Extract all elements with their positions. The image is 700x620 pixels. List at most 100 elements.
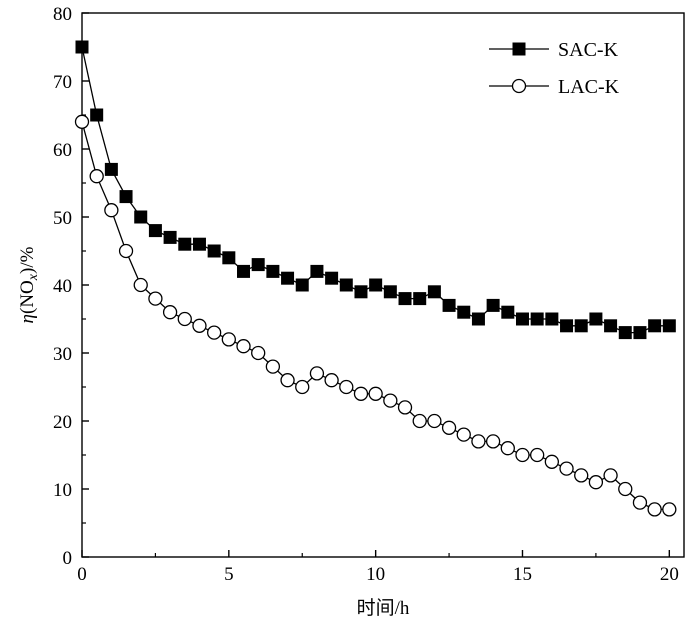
data-point-lac-k [324, 373, 339, 388]
data-point-lac-k [500, 441, 515, 456]
data-point-sac-k [148, 224, 162, 238]
data-point-sac-k [119, 190, 133, 204]
data-point-sac-k [413, 292, 427, 306]
data-point-sac-k [178, 237, 192, 251]
data-point-lac-k [530, 447, 545, 463]
data-point-lac-k [148, 291, 163, 306]
data-point-sac-k [192, 237, 206, 251]
data-point-lac-k [104, 203, 119, 218]
data-point-sac-k [589, 312, 603, 326]
data-point-sac-k [427, 285, 441, 299]
y-tick-label: 30 [53, 344, 72, 365]
y-tick-label: 80 [53, 4, 72, 25]
data-point-sac-k [442, 298, 456, 312]
x-axis-ticks: 0 5 10 15 20 [77, 550, 679, 585]
data-point-sac-k [383, 285, 397, 299]
legend-marker [511, 78, 527, 94]
data-point-lac-k [192, 318, 207, 333]
legend-label: SAC-K [558, 39, 619, 61]
data-point-sac-k [501, 305, 515, 319]
x-tick-label: 15 [513, 564, 532, 585]
y-axis-label-symbol: η [17, 314, 38, 323]
data-point-sac-k [134, 210, 148, 224]
data-point-sac-k [281, 271, 295, 285]
data-point-sac-k [633, 326, 647, 340]
data-point-sac-k [515, 312, 529, 326]
data-point-sac-k [75, 40, 89, 54]
y-tick-label: 70 [53, 72, 72, 93]
data-point-lac-k [265, 359, 281, 374]
legend: SAC-K LAC-K [489, 39, 620, 98]
y-axis-label-open: (NO [17, 280, 38, 314]
x-tick-label: 5 [224, 564, 234, 585]
data-point-lac-k [618, 481, 633, 497]
data-point-lac-k [383, 393, 398, 408]
data-point-lac-k [559, 461, 574, 476]
legend-label: LAC-K [558, 76, 620, 98]
y-tick-label: 20 [53, 412, 72, 433]
data-point-sac-k [310, 264, 324, 278]
y-axis-label-subscript: x [26, 273, 41, 281]
data-point-lac-k [353, 386, 369, 401]
data-point-lac-k [603, 468, 618, 483]
series-lac-k [74, 114, 677, 517]
data-point-lac-k [632, 495, 648, 510]
data-point-lac-k [133, 277, 148, 293]
data-point-lac-k [295, 379, 310, 395]
data-point-lac-k [221, 332, 236, 347]
y-tick-label: 10 [53, 480, 72, 501]
y-tick-label: 50 [53, 208, 72, 229]
data-point-sac-k [354, 285, 368, 299]
legend-entry-sac-k: SAC-K [489, 39, 619, 61]
data-point-lac-k [251, 345, 266, 361]
data-point-lac-k [662, 502, 677, 517]
data-point-lac-k [280, 373, 295, 388]
x-tick-label: 10 [366, 564, 385, 585]
data-point-sac-k [222, 251, 236, 265]
data-point-sac-k [530, 312, 544, 326]
data-point-sac-k [604, 319, 618, 333]
data-point-lac-k [162, 305, 178, 320]
data-point-lac-k [647, 502, 662, 517]
data-point-sac-k [207, 244, 221, 258]
y-axis-ticks: 0 10 20 30 40 50 60 70 80 [53, 4, 89, 569]
data-point-lac-k [544, 454, 560, 469]
data-point-lac-k [206, 325, 222, 340]
data-point-lac-k [339, 379, 354, 395]
data-point-sac-k [618, 326, 632, 340]
data-point-sac-k [90, 108, 104, 122]
data-point-sac-k [325, 271, 339, 285]
data-point-sac-k [266, 264, 280, 278]
data-point-sac-k [295, 278, 309, 292]
data-point-sac-k [104, 162, 118, 176]
data-point-sac-k [398, 292, 412, 306]
data-point-sac-k [339, 278, 353, 292]
data-point-lac-k [397, 400, 413, 415]
data-point-sac-k [369, 278, 383, 292]
data-point-lac-k [515, 447, 530, 463]
x-tick-label: 20 [660, 564, 679, 585]
data-point-lac-k [412, 413, 427, 429]
y-axis-label-close: )/% [17, 246, 38, 274]
y-tick-label: 0 [63, 548, 73, 569]
data-point-lac-k [177, 311, 192, 327]
legend-marker [512, 42, 526, 56]
data-point-sac-k [237, 264, 251, 278]
y-tick-label: 40 [53, 276, 72, 297]
y-axis-label: η(NOx)/% [17, 246, 41, 323]
series-layer [74, 40, 677, 517]
data-point-lac-k [588, 475, 604, 490]
data-point-lac-k [368, 386, 383, 401]
data-point-lac-k [471, 434, 486, 449]
data-point-sac-k [545, 312, 559, 326]
data-point-sac-k [486, 298, 500, 312]
legend-entry-lac-k: LAC-K [489, 76, 620, 98]
series-sac-k [75, 40, 676, 340]
data-point-lac-k [574, 468, 589, 483]
data-point-lac-k [441, 420, 457, 435]
data-point-lac-k [485, 434, 501, 449]
data-point-sac-k [251, 258, 265, 272]
data-point-sac-k [662, 319, 676, 333]
data-point-sac-k [648, 319, 662, 333]
